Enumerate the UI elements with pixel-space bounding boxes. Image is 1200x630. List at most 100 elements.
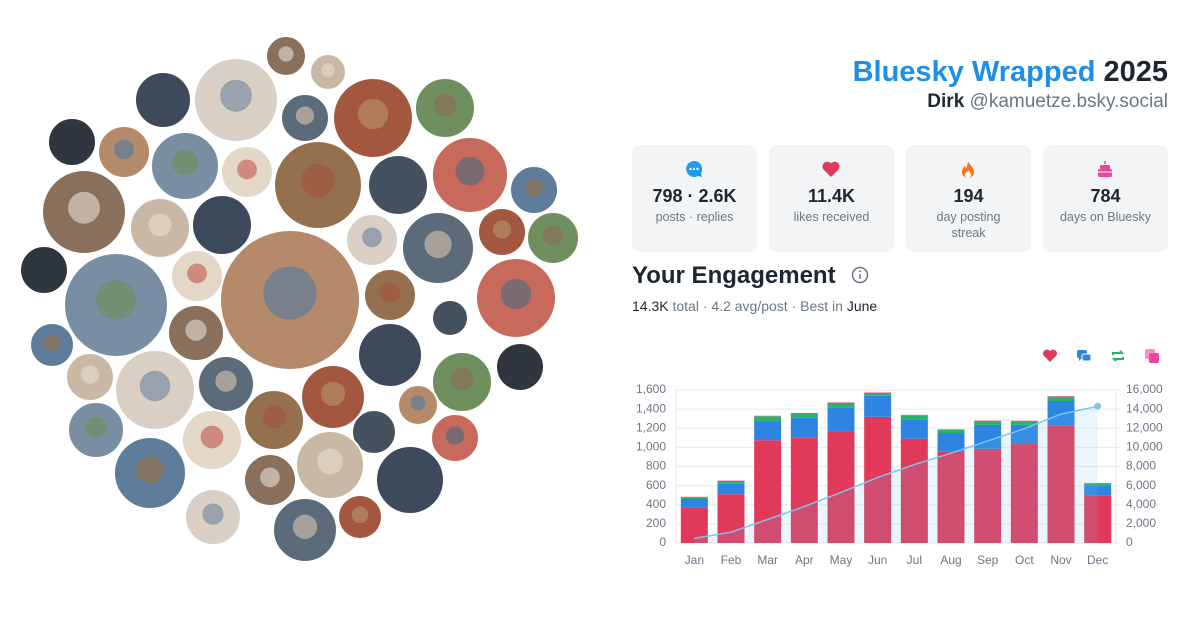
stat-label: posts · replies xyxy=(655,210,734,224)
avatar-face xyxy=(500,278,532,310)
avatar-face xyxy=(43,334,61,352)
bar-segment xyxy=(864,416,892,543)
stat-icon xyxy=(822,161,840,177)
bar-segment xyxy=(754,416,782,422)
avatar-face xyxy=(317,448,343,475)
avatar-face xyxy=(114,139,134,160)
bar-segment xyxy=(864,395,892,417)
bar-segment xyxy=(717,483,745,495)
bar-segment xyxy=(717,480,745,484)
avatar-face xyxy=(148,213,172,237)
y-tick-label: 600 xyxy=(646,478,666,492)
avatar-face xyxy=(351,506,369,524)
avatar-face xyxy=(260,467,280,488)
avatar-face xyxy=(263,266,317,320)
x-tick-label: Feb xyxy=(721,553,742,567)
bar-segment xyxy=(974,448,1002,543)
bar-segment xyxy=(937,451,965,543)
bar-segment xyxy=(1010,444,1038,543)
stat-card: 194 day posting streak xyxy=(906,145,1031,252)
legend-item[interactable] xyxy=(1145,349,1159,363)
chart: 0 200 400 600 800 1,000 1,200 1,400 1,600 0 2,000 4… xyxy=(636,349,1163,567)
y-tick-label: 1,400 xyxy=(636,401,666,415)
x-tick-label: Aug xyxy=(940,553,961,567)
x-tick-label: Dec xyxy=(1087,553,1108,567)
avatar-face xyxy=(362,227,382,248)
user-handle: @kamuetze.bsky.social xyxy=(969,91,1168,112)
avatar-face xyxy=(380,282,400,303)
total: 14.3K xyxy=(632,298,669,314)
bar-segment xyxy=(1084,483,1112,486)
avatar-face xyxy=(62,130,82,149)
avatar-face xyxy=(96,280,136,320)
bar-segment xyxy=(1047,396,1075,401)
title: Bluesky Wrapped xyxy=(852,56,1096,88)
avatar-face xyxy=(365,421,383,439)
best-month: June xyxy=(846,298,878,314)
avatar-face xyxy=(68,191,100,224)
bar-segment xyxy=(790,417,818,438)
avatar-face xyxy=(450,367,474,391)
bar-segment xyxy=(937,429,965,434)
stat-card: 784 days on Bluesky xyxy=(1043,145,1168,252)
y-tick-label: 1,000 xyxy=(636,440,666,454)
total-label: total xyxy=(672,298,699,314)
info-icon[interactable] xyxy=(850,265,870,285)
avatar-face xyxy=(510,355,530,374)
legend-item[interactable] xyxy=(1043,349,1057,362)
bar-segment xyxy=(1084,495,1112,543)
separator: · xyxy=(702,298,708,314)
stat-value: 784 xyxy=(1090,186,1121,206)
bar-segment xyxy=(717,494,745,543)
avatar-face xyxy=(187,263,207,284)
bar-segment xyxy=(1047,396,1075,397)
y2-tick-label: 4,000 xyxy=(1126,497,1156,511)
bar-segment xyxy=(1047,425,1075,543)
avatar-face xyxy=(492,220,512,239)
line-end-point xyxy=(1094,402,1102,410)
bar-segment xyxy=(827,407,855,432)
x-tick-label: Oct xyxy=(1015,553,1034,567)
engagement: Your Engagement 14.3K total · 4.2 avg/po… xyxy=(632,262,877,314)
bar-segment xyxy=(1010,421,1038,425)
y2-tick-label: 14,000 xyxy=(1126,401,1163,415)
y2-tick-label: 2,000 xyxy=(1126,516,1156,530)
stat-value: 11.4K xyxy=(807,186,856,206)
y-tick-label: 800 xyxy=(646,459,666,473)
y2-tick-label: 16,000 xyxy=(1126,382,1163,396)
avatar-face xyxy=(410,395,426,411)
header: Bluesky Wrapped 2025 Dirk @kamuetze.bsky… xyxy=(853,56,1168,113)
y-tick-label: 400 xyxy=(646,497,666,511)
best-label: Best in xyxy=(800,298,843,314)
bar-segment xyxy=(827,402,855,403)
bar-segment xyxy=(864,392,892,396)
x-tick-label: Nov xyxy=(1050,553,1071,567)
bar-segment xyxy=(790,437,818,543)
x-tick-label: Jul xyxy=(907,553,922,567)
avatar-face xyxy=(80,365,100,384)
avatar-face xyxy=(386,170,410,194)
x-tick-label: Sep xyxy=(977,553,999,567)
legend-item[interactable] xyxy=(1111,350,1125,362)
bar-segment xyxy=(900,419,928,439)
bar-segment xyxy=(1010,424,1038,445)
bar-segment xyxy=(754,415,782,417)
x-tick-label: Jun xyxy=(868,553,887,567)
avatar-face xyxy=(220,79,252,112)
legend-item[interactable] xyxy=(1077,350,1092,362)
stat-label: days on Bluesky xyxy=(1059,210,1152,224)
y2-tick-label: 8,000 xyxy=(1126,459,1156,473)
avatar-face xyxy=(292,514,318,539)
avatar-face xyxy=(136,455,164,484)
avatar-face xyxy=(278,46,294,62)
y-tick-label: 0 xyxy=(659,535,666,549)
avatar-face xyxy=(397,463,423,490)
stat-label: likes received xyxy=(793,210,870,224)
separator: · xyxy=(791,298,797,314)
avatar-face xyxy=(185,319,207,341)
stat-value: 194 xyxy=(953,186,984,206)
line xyxy=(694,405,1098,540)
avatar-face xyxy=(321,63,335,78)
x-tick-label: Jan xyxy=(685,553,704,567)
avatar-face xyxy=(172,149,198,176)
